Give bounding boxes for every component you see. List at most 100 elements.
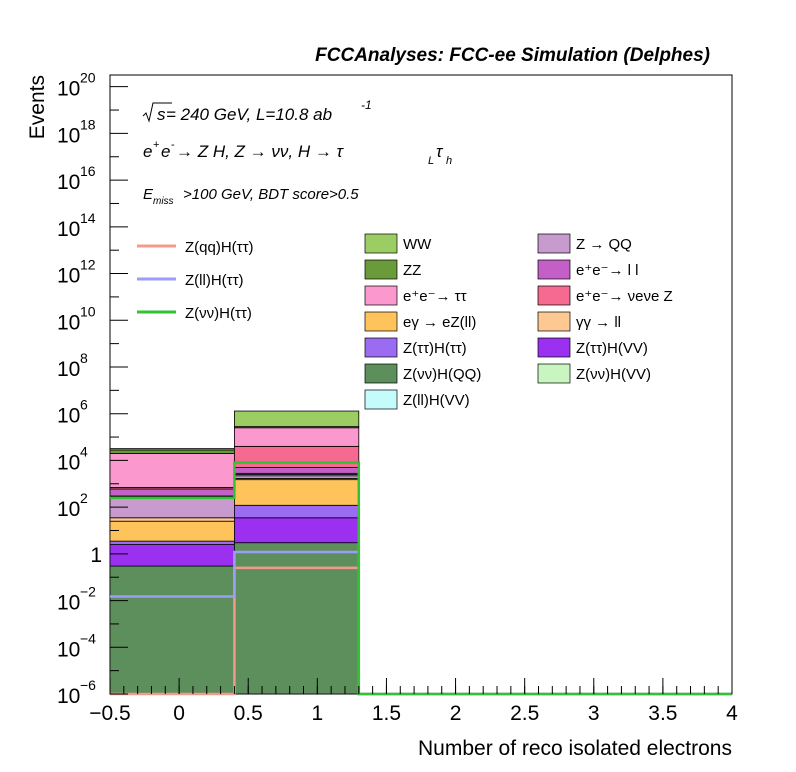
legend-signal-label: Z(ll)H(ττ) bbox=[185, 272, 244, 289]
x-tick-label: 0 bbox=[173, 702, 185, 725]
bar-e-ez-ll--bin0 bbox=[109, 520, 235, 542]
signal-line-z-h- bbox=[110, 461, 732, 696]
process-e1: e bbox=[143, 142, 152, 161]
bar-z-h-qq--bin0 bbox=[109, 565, 235, 695]
process-tau1-sub: L bbox=[428, 155, 434, 167]
legend-swatch bbox=[537, 363, 571, 384]
x-tick-label: 4 bbox=[726, 702, 738, 725]
legend-signal-label: Z(νν)H(ττ) bbox=[185, 305, 252, 322]
y-tick-label: 10 bbox=[57, 405, 80, 428]
y-tick-label: 10 bbox=[57, 685, 80, 708]
x-tick-label: −0.5 bbox=[89, 702, 130, 725]
legend-label: ZZ bbox=[403, 262, 421, 279]
y-tick-exponent: 4 bbox=[80, 443, 88, 459]
y-tick-label: 10 bbox=[57, 265, 80, 288]
legend-swatch bbox=[364, 233, 398, 254]
y-tick-exponent: 20 bbox=[80, 70, 96, 86]
y-tick-label: 10 bbox=[57, 451, 80, 474]
bar-z-h--bin1 bbox=[233, 504, 360, 519]
legend-label: e⁺e⁻→ ττ bbox=[403, 288, 467, 305]
y-tick-label: 10 bbox=[57, 218, 80, 241]
x-tick-label: 3.5 bbox=[648, 702, 677, 725]
signal-lines bbox=[110, 461, 732, 696]
bar-z-h-vv--bin1 bbox=[233, 517, 360, 544]
y-tick-label: 10 bbox=[57, 592, 80, 615]
y-tick-exponent: −2 bbox=[80, 584, 96, 600]
process-e1-sup: + bbox=[153, 139, 159, 151]
y-tick-label: 10 bbox=[57, 358, 80, 381]
legend-swatch bbox=[364, 337, 398, 358]
x-tick-label: 3 bbox=[588, 702, 600, 725]
legend-label: eγ → eZ(ll) bbox=[403, 314, 476, 331]
x-tick-label: 1.5 bbox=[372, 702, 401, 725]
x-tick-label: 0.5 bbox=[234, 702, 263, 725]
y-tick-label: 1 bbox=[90, 544, 102, 567]
bar-e-e-l-l-bin0 bbox=[109, 488, 235, 497]
legend-label: Z(ττ)H(VV) bbox=[576, 340, 648, 357]
x-tick-label: 2.5 bbox=[510, 702, 539, 725]
cuts-e: E bbox=[143, 186, 154, 203]
sqrt-s-label: s bbox=[157, 105, 166, 124]
y-tick-label: 10 bbox=[57, 78, 80, 101]
legend-label: Z → QQ bbox=[576, 236, 632, 253]
legend-swatch bbox=[537, 285, 571, 306]
y-tick-exponent: 2 bbox=[80, 490, 88, 506]
legend-swatch bbox=[537, 259, 571, 280]
bar-z-h--bin0 bbox=[109, 540, 235, 545]
bar-z-h-vv--bin0 bbox=[109, 544, 235, 567]
legend-label: Z(ττ)H(ττ) bbox=[403, 340, 467, 357]
legend-label: e⁺e⁻→ νeνe Z bbox=[576, 288, 673, 305]
bar-ww-bin0 bbox=[109, 448, 235, 451]
y-tick-exponent: −6 bbox=[80, 677, 96, 693]
y-tick-exponent: 10 bbox=[80, 303, 96, 319]
y-axis-label: Events bbox=[26, 75, 49, 139]
x-axis-label: Number of reco isolated electrons bbox=[418, 737, 732, 760]
y-tick-exponent: 12 bbox=[80, 257, 96, 273]
bar-e-e--bin1 bbox=[233, 427, 360, 447]
energy-lumi-label: = 240 GeV, L=10.8 ab bbox=[166, 105, 332, 124]
y-tick-label: 10 bbox=[57, 498, 80, 521]
legend-signal-label: Z(qq)H(ττ) bbox=[185, 239, 254, 256]
y-tick-exponent: 6 bbox=[80, 397, 88, 413]
legend-swatch bbox=[537, 311, 571, 332]
legend-swatch bbox=[364, 285, 398, 306]
y-tick-label: 10 bbox=[57, 311, 80, 334]
bar--ll-bin0 bbox=[109, 517, 235, 522]
y-tick-exponent: 8 bbox=[80, 350, 88, 366]
chart-title: FCCAnalyses: FCC-ee Simulation (Delphes) bbox=[315, 45, 710, 66]
process-e2: e bbox=[161, 142, 170, 161]
process-tau2: τ bbox=[436, 142, 444, 161]
process-e2-sup: - bbox=[171, 139, 175, 151]
process-tau2-sub: h bbox=[446, 155, 452, 167]
legend-label: Z(νν)H(VV) bbox=[576, 366, 651, 383]
bar-e-e--bin0 bbox=[109, 452, 235, 488]
legend-label: WW bbox=[403, 236, 432, 253]
legend-swatch bbox=[364, 389, 398, 410]
x-tick-label: 2 bbox=[450, 702, 462, 725]
cuts-annotation: E miss >100 GeV, BDT score>0.5 bbox=[143, 186, 359, 207]
y-tick-label: 10 bbox=[57, 638, 80, 661]
legend-swatch bbox=[537, 233, 571, 254]
process-chain: → Z H, Z → νν, H → τ bbox=[176, 142, 345, 161]
legend: Z(qq)H(ττ) Z(ll)H(ττ) Z(νν)H(ττ) WW Z → QQ ZZ… bbox=[137, 233, 673, 410]
legend-swatch bbox=[537, 337, 571, 358]
legend-swatch bbox=[364, 311, 398, 332]
cuts-e-sub: miss bbox=[153, 196, 174, 207]
legend-label: Z(νν)H(QQ) bbox=[403, 366, 481, 383]
lumi-exponent: -1 bbox=[361, 98, 372, 112]
process-annotation: e + e - → Z H, Z → νν, H → τ L τ h bbox=[143, 139, 452, 167]
bar-e-e-e-e-z-bin1 bbox=[233, 445, 360, 468]
bar-z-h-qq--bin1 bbox=[233, 542, 360, 695]
bar-e-e-l-l-bin1 bbox=[233, 467, 360, 474]
legend-swatch bbox=[364, 259, 398, 280]
y-tick-label: 10 bbox=[57, 171, 80, 194]
x-tick-label: 1 bbox=[311, 702, 323, 725]
legend-label: e⁺e⁻→ l l bbox=[576, 262, 639, 279]
legend-label: γγ → ll bbox=[576, 314, 621, 331]
bar-e-ez-ll--bin1 bbox=[233, 479, 360, 506]
y-tick-exponent: −4 bbox=[80, 630, 96, 646]
y-tick-label: 10 bbox=[57, 124, 80, 147]
legend-swatch bbox=[364, 363, 398, 384]
